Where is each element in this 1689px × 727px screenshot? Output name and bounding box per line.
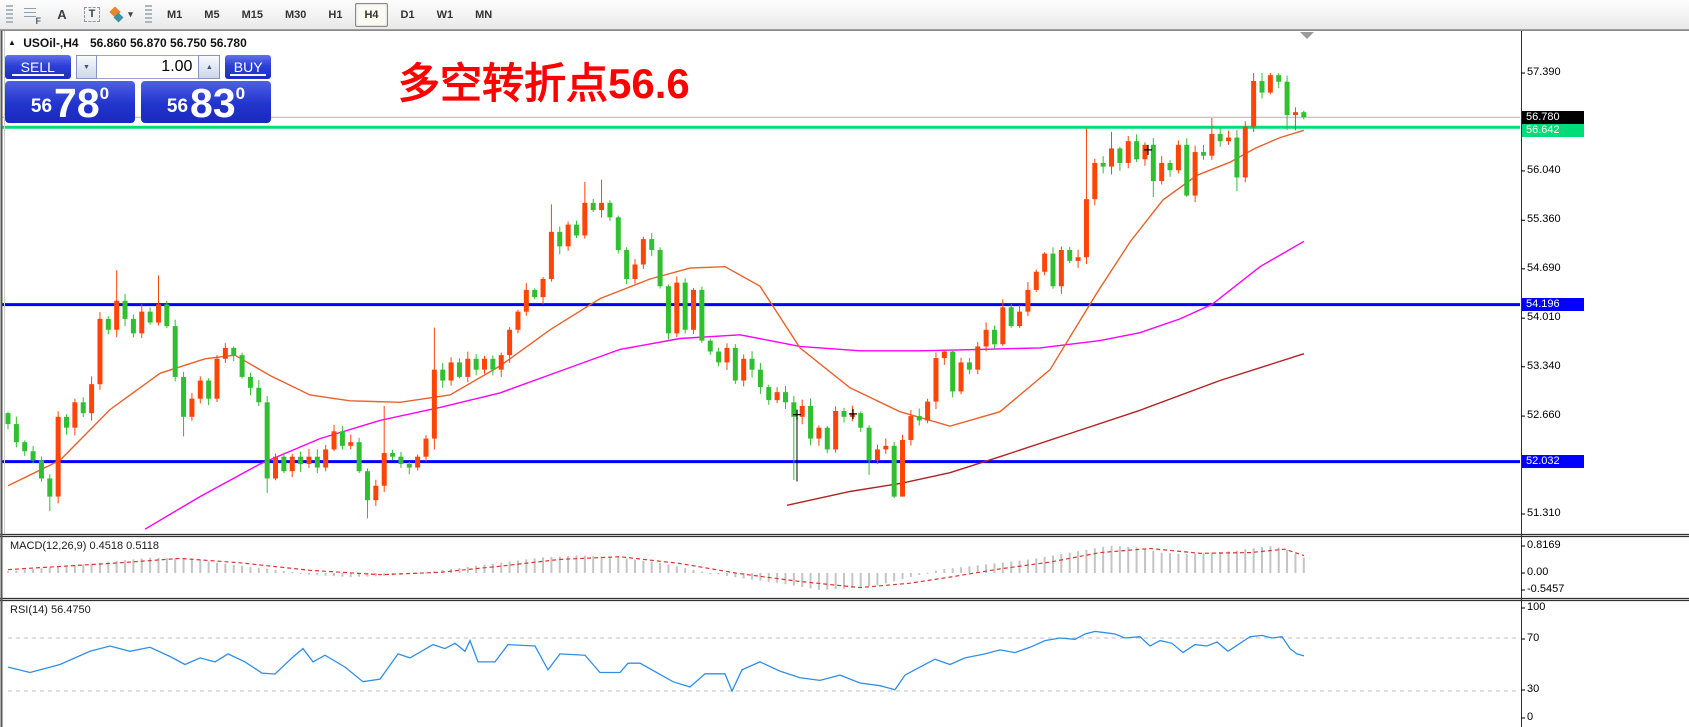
buy-underline xyxy=(229,74,267,76)
rsi-label: RSI(14) 56.4750 xyxy=(10,604,91,616)
ohlc-values: 56.860 56.870 56.750 56.780 xyxy=(89,36,247,50)
timeframe-button-d1[interactable]: D1 xyxy=(400,8,415,21)
one-click-trading-panel: SELL ▼ ▲ BUY 56 78 0 56 83 0 xyxy=(5,55,272,126)
macd-axis-label: 0.8169 xyxy=(1527,539,1561,551)
timeframe-button-w1[interactable]: W1 xyxy=(436,8,454,21)
buy-button-label: BUY xyxy=(233,59,263,75)
macd-signal-line xyxy=(7,547,1305,589)
letter-a-icon: A xyxy=(57,7,67,22)
sell-button[interactable]: SELL xyxy=(5,55,71,79)
timeframe-button-m1[interactable]: M1 xyxy=(167,8,183,21)
ma-medium-magenta xyxy=(144,240,1305,530)
rsi-axis-label: 70 xyxy=(1527,632,1540,644)
text-label-icon[interactable]: A xyxy=(50,3,74,27)
volume-input[interactable] xyxy=(97,55,199,79)
blue-level-tag: 54.196 xyxy=(1522,298,1584,312)
price-axis-label: 55.360 xyxy=(1527,213,1561,226)
sell-price-dec: 78 xyxy=(54,80,100,126)
price-axis-label: 56.040 xyxy=(1527,163,1561,176)
sell-button-label: SELL xyxy=(20,59,55,75)
price-axis-label: 51.310 xyxy=(1527,507,1561,519)
macd-axis-label: 0.00 xyxy=(1527,566,1549,578)
volume-increase-button[interactable]: ▲ xyxy=(198,55,221,79)
rsi-line xyxy=(7,630,1305,693)
timeframe-button-m30[interactable]: M30 xyxy=(284,8,307,21)
buy-price-pip: 0 xyxy=(235,84,246,103)
current-price-tag: 56.780 xyxy=(1522,110,1584,124)
timeframe-button-m5[interactable]: M5 xyxy=(204,8,220,21)
toolbar: F A T ▾ M1 M5 M15 M30 H1 H4 D1 W1 MN xyxy=(0,0,1689,30)
green-level-tag: 56.642 xyxy=(1522,123,1584,137)
chart-title: ▲ USOil-,H4 56.860 56.870 56.750 56.780 xyxy=(8,36,247,50)
ma-slow-darkred xyxy=(786,353,1305,506)
rsi-axis-label: 100 xyxy=(1527,601,1546,613)
timeframe-button-h4[interactable]: H4 xyxy=(355,2,388,27)
macd-axis-label: -0.5457 xyxy=(1527,583,1565,595)
letter-t-icon: T xyxy=(83,7,101,22)
blue-level-tag: 52.032 xyxy=(1522,455,1584,469)
volume-decrease-button[interactable]: ▼ xyxy=(75,55,98,79)
chart-shift-marker-icon xyxy=(1300,32,1314,39)
timeframe-button-h1[interactable]: H1 xyxy=(328,8,343,21)
ma-fast-orange xyxy=(7,129,1305,487)
collapse-triangle-icon[interactable]: ▲ xyxy=(8,38,16,47)
sell-price-int: 56 xyxy=(30,96,53,117)
buy-button[interactable]: BUY xyxy=(225,55,272,79)
timeframe-button-m15[interactable]: M15 xyxy=(241,8,263,21)
sell-underline xyxy=(11,74,65,76)
sell-price-button[interactable]: 56 78 0 xyxy=(5,80,135,126)
text-box-icon[interactable]: T xyxy=(80,3,104,27)
sell-price-pip: 0 xyxy=(99,84,110,103)
rsi-axis-label: 30 xyxy=(1527,683,1540,695)
rsi-axis-label: 0 xyxy=(1527,711,1534,723)
buy-price-dec: 83 xyxy=(190,80,236,126)
chevron-down-icon: ▾ xyxy=(128,9,133,19)
arrow-up-icon: ▲ xyxy=(205,63,213,71)
toolbar-drag-handle[interactable] xyxy=(6,4,13,25)
buy-price-int: 56 xyxy=(166,96,189,117)
timeframe-button-mn[interactable]: MN xyxy=(475,8,493,21)
price-axis-label: 54.010 xyxy=(1527,311,1561,324)
arrow-down-icon: ▼ xyxy=(83,63,90,71)
indicator-grid-icon[interactable]: F xyxy=(20,3,44,27)
annotation-text: 多空转折点56.6 xyxy=(398,60,690,107)
macd-label: MACD(12,26,9) 0.4518 0.5118 xyxy=(10,540,159,552)
trade-prices-row: 56 78 0 56 83 0 xyxy=(5,80,271,126)
toolbar-drag-handle-2[interactable] xyxy=(145,4,152,25)
grid-f-icon: F xyxy=(24,7,41,26)
timeframe-bar: M1 M5 M15 M30 H1 H4 D1 W1 MN xyxy=(156,2,503,27)
buy-price-button[interactable]: 56 83 0 xyxy=(141,80,271,126)
price-axis-label: 52.660 xyxy=(1527,409,1561,422)
price-axis-label: 53.340 xyxy=(1527,359,1561,372)
price-axis-label: 57.390 xyxy=(1527,66,1561,78)
price-axis-label: 54.690 xyxy=(1527,261,1561,274)
symbol-period-label: USOil-,H4 xyxy=(23,36,79,50)
shapes-dropdown-button[interactable]: ▾ xyxy=(109,3,134,27)
trade-controls-row: SELL ▼ ▲ BUY xyxy=(5,55,272,79)
